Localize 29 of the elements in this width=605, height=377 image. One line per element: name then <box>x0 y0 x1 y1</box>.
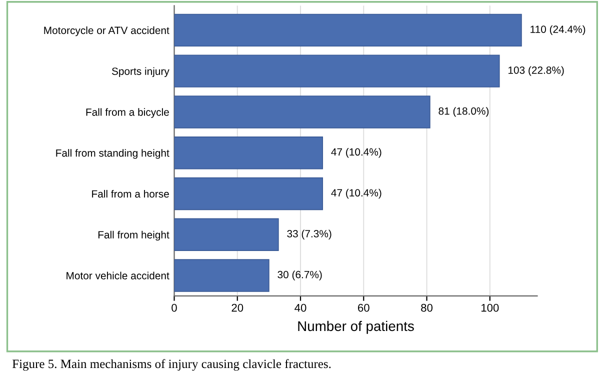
x-tick-label: 0 <box>172 304 177 312</box>
y-tick-label: Sports injury <box>112 67 170 78</box>
y-tick-label: Fall from height <box>98 230 170 241</box>
data-label: 47 (10.4%) <box>331 188 382 199</box>
bar <box>174 177 324 210</box>
data-label: 47 (10.4%) <box>331 148 382 158</box>
y-tick-label: Fall from a horse <box>92 190 169 198</box>
y-tick-label: Fall from a bicycle <box>86 108 169 118</box>
x-axis-title: Number of patients <box>298 320 414 334</box>
bar <box>174 218 279 251</box>
y-tick-label: Fall from standing height <box>56 149 170 159</box>
x-tick-label: 20 <box>232 304 244 312</box>
data-label: 33 (7.3%) <box>287 230 332 240</box>
bar <box>174 259 270 292</box>
caption: Figure 5. Main mechanisms of injury causing clavicle fractures. <box>12 359 331 371</box>
data-label: 103 (22.8%) <box>508 66 564 76</box>
y-tick-label: Motorcycle or ATV accident <box>44 26 170 36</box>
y-tick-label: Motor vehicle accident <box>66 272 170 280</box>
x-tick-label: 40 <box>294 304 306 312</box>
bar <box>174 14 522 47</box>
bar <box>174 54 500 88</box>
data-label: 81 (18.0%) <box>438 107 489 117</box>
bar <box>174 96 430 128</box>
data-label: 110 (24.4%) <box>530 25 586 36</box>
data-label: 30 (6.7%) <box>278 270 322 280</box>
x-tick-label: 60 <box>358 304 370 312</box>
x-tick-label: 80 <box>421 304 433 312</box>
bar <box>174 136 324 170</box>
x-tick-label: 100 <box>481 304 499 312</box>
